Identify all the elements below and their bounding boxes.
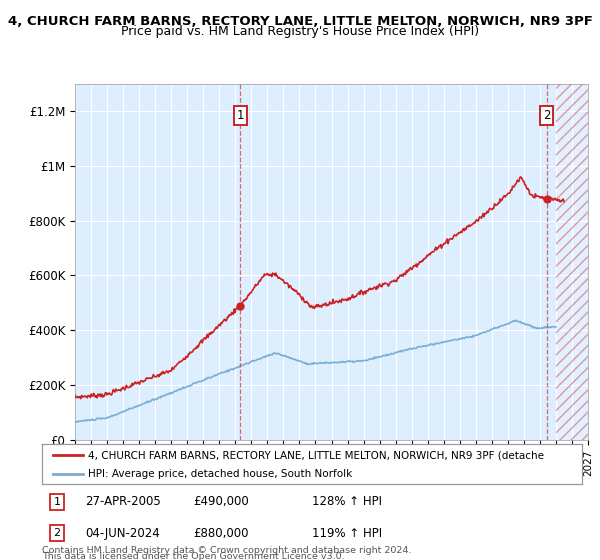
Text: 04-JUN-2024: 04-JUN-2024 [85, 526, 160, 540]
Text: Price paid vs. HM Land Registry's House Price Index (HPI): Price paid vs. HM Land Registry's House … [121, 25, 479, 39]
Text: 4, CHURCH FARM BARNS, RECTORY LANE, LITTLE MELTON, NORWICH, NR9 3PF (detache: 4, CHURCH FARM BARNS, RECTORY LANE, LITT… [88, 450, 544, 460]
Text: 4, CHURCH FARM BARNS, RECTORY LANE, LITTLE MELTON, NORWICH, NR9 3PF: 4, CHURCH FARM BARNS, RECTORY LANE, LITT… [8, 15, 592, 28]
Text: 27-APR-2005: 27-APR-2005 [85, 496, 161, 508]
Text: 1: 1 [53, 497, 61, 507]
Bar [556, 84, 588, 440]
Text: 2: 2 [543, 109, 550, 122]
Text: 128% ↑ HPI: 128% ↑ HPI [312, 496, 382, 508]
Text: 2: 2 [53, 528, 61, 538]
Bar [556, 84, 588, 440]
Text: 1: 1 [236, 109, 244, 122]
Text: This data is licensed under the Open Government Licence v3.0.: This data is licensed under the Open Gov… [42, 552, 344, 560]
Text: £880,000: £880,000 [193, 526, 249, 540]
Text: Contains HM Land Registry data © Crown copyright and database right 2024.: Contains HM Land Registry data © Crown c… [42, 546, 412, 555]
Text: HPI: Average price, detached house, South Norfolk: HPI: Average price, detached house, Sout… [88, 469, 352, 479]
Text: 119% ↑ HPI: 119% ↑ HPI [312, 526, 382, 540]
Text: £490,000: £490,000 [193, 496, 249, 508]
